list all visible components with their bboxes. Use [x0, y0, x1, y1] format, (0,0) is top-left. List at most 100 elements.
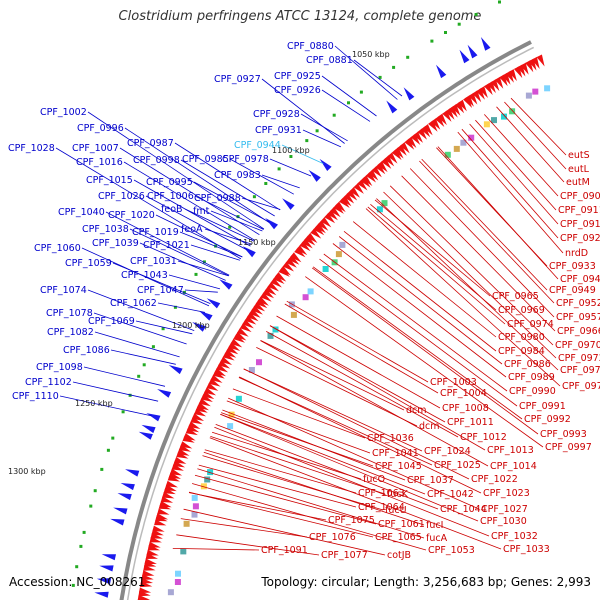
forward-gene-mark	[99, 565, 114, 572]
reverse-leader-line	[419, 160, 555, 304]
reverse-leader-line	[332, 243, 507, 378]
forward-leader-line	[261, 174, 300, 189]
reverse-gene-mark	[180, 441, 193, 449]
reverse-gene-mark	[290, 252, 302, 263]
gene-labels: CPF_0880 CPF_0881 CPF_0927 CPF_0925 CPF_0926…	[8, 41, 600, 561]
reverse-gene-mark	[204, 387, 217, 396]
reverse-leader-line	[266, 331, 459, 438]
feature-block	[167, 589, 174, 596]
feature-block	[175, 570, 181, 577]
forward-gene-mark	[199, 310, 213, 321]
reverse-gene-label: CPF_1044	[440, 504, 487, 515]
reverse-gene-label: CPF_0915	[560, 219, 600, 230]
forward-gene-label: CPF_1062	[110, 298, 157, 309]
forward-leader-line	[321, 89, 371, 122]
forward-gene-label: CPF_0931	[255, 125, 302, 136]
forward-leader-line	[72, 381, 159, 402]
feature-block	[192, 503, 199, 510]
map-title: Clostridium perfringens ATCC 13124, comp…	[118, 9, 482, 24]
forward-gene-label: CPF_1020	[108, 210, 155, 221]
forward-gene-label: CPF_1082	[47, 327, 94, 338]
reverse-gene-mark	[357, 179, 368, 191]
reverse-gene-label: CPF_1011	[447, 417, 494, 428]
reverse-gene-mark	[165, 480, 178, 488]
reverse-gene-mark	[138, 587, 152, 594]
forward-gene-mark	[110, 518, 125, 526]
reverse-leader-line	[496, 106, 565, 183]
reverse-leader-line	[183, 508, 386, 556]
forward-gene-label: CPF_0927	[214, 74, 261, 85]
forward-gene-label: CPF_1078	[46, 308, 93, 319]
reverse-gene-label: CPF_1041	[372, 448, 419, 459]
reverse-gene-label: CPF_1075	[328, 515, 375, 526]
reverse-leader-line	[323, 253, 508, 392]
forward-leader-line	[93, 312, 187, 345]
forward-gene-mark	[308, 169, 321, 182]
forward-gene-mark	[168, 365, 183, 375]
forward-gene-mark	[436, 64, 447, 79]
reverse-gene-mark	[260, 292, 272, 302]
forward-gene-label: CPF_1007	[72, 143, 119, 154]
forward-gene-label: CPF_0995	[146, 177, 193, 188]
reverse-leader-line	[172, 548, 260, 551]
reverse-gene-label: CPF_0974	[507, 319, 554, 330]
reverse-gene-mark	[353, 183, 364, 194]
reverse-gene-mark	[445, 108, 455, 120]
reverse-gene-label: CPF_1012	[460, 432, 507, 443]
reverse-gene-mark	[210, 374, 223, 383]
forward-leader-line	[180, 159, 275, 217]
reverse-gene-mark	[384, 155, 395, 167]
gc-mark	[252, 195, 256, 199]
reverse-gene-mark	[237, 327, 249, 337]
reverse-gene-mark	[434, 115, 445, 127]
reverse-gene-mark	[464, 95, 474, 107]
reverse-leader-line	[269, 325, 486, 451]
reverse-gene-mark	[340, 195, 352, 207]
forward-gene-label: fmt	[193, 206, 210, 217]
gc-mark	[332, 113, 336, 117]
forward-leader-line	[174, 142, 281, 211]
reverse-gene-mark	[396, 144, 407, 156]
gc-mark	[444, 31, 447, 34]
reverse-gene-mark	[196, 402, 209, 411]
tick-label: 1200 kbp	[172, 321, 210, 330]
reverse-gene-mark	[228, 342, 241, 351]
reverse-gene-mark	[198, 398, 211, 407]
forward-gene-mark	[101, 554, 116, 561]
forward-gene-mark	[113, 507, 128, 515]
reverse-leader-line	[214, 426, 490, 537]
reverse-gene-label: CPF_0949	[549, 285, 596, 296]
reverse-gene-mark	[520, 62, 529, 75]
gene-rings	[71, 0, 551, 600]
reverse-gene-mark	[371, 166, 382, 178]
reverse-leader-line	[220, 412, 374, 467]
reverse-leader-line	[202, 455, 384, 511]
reverse-gene-mark	[224, 349, 237, 358]
reverse-gene-mark	[162, 491, 175, 499]
forward-gene-label: CPF_0928	[253, 109, 300, 120]
reverse-gene-mark	[242, 319, 254, 329]
forward-leader-line	[168, 274, 221, 290]
reverse-gene-mark	[174, 456, 187, 464]
reverse-gene-label: dcm	[406, 405, 427, 416]
reverse-gene-mark	[270, 278, 282, 288]
reverse-gene-mark	[183, 433, 196, 441]
feature-block	[501, 113, 507, 120]
reverse-gene-label: CPF_1053	[428, 545, 475, 556]
reverse-gene-mark	[216, 364, 229, 373]
reverse-gene-mark	[499, 74, 508, 87]
tick-label: 1050 kbp	[352, 50, 390, 59]
forward-leader-line	[110, 349, 176, 365]
reverse-gene-mark	[239, 323, 252, 333]
reverse-gene-label: CPF_1027	[481, 504, 528, 515]
feature-block	[525, 92, 532, 99]
reverse-leader-line	[180, 518, 308, 538]
reverse-gene-mark	[230, 338, 243, 348]
reverse-gene-mark	[306, 232, 318, 243]
gc-mark	[474, 13, 478, 16]
gc-mark	[277, 167, 281, 171]
gc-mark	[173, 305, 177, 309]
forward-leader-line	[59, 395, 152, 417]
reverse-leader-line	[311, 267, 539, 435]
forward-gene-mark	[141, 424, 156, 434]
